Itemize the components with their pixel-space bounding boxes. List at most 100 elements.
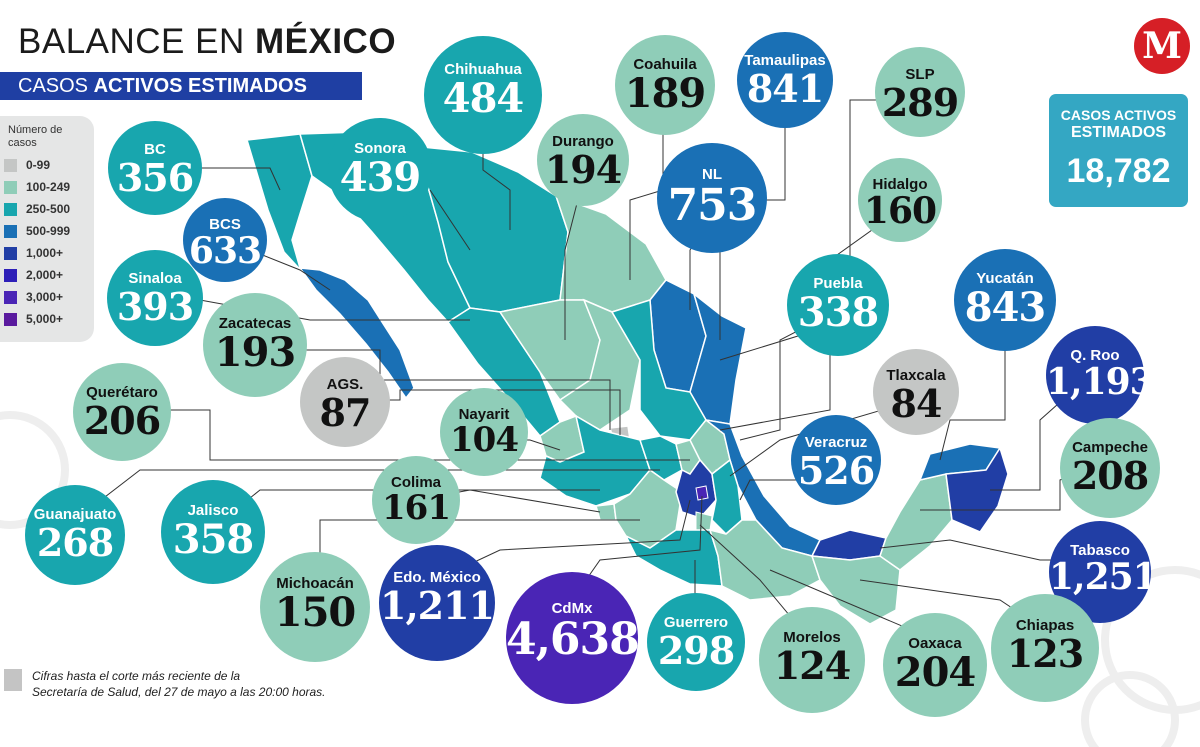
state-value: 268 <box>36 520 114 565</box>
state-bubble: AGS. 87 <box>300 357 390 447</box>
state-name: Durango <box>552 133 614 151</box>
state-value: 439 <box>339 153 422 201</box>
state-value: 1,193 <box>1046 360 1155 403</box>
legend-swatch <box>4 203 17 216</box>
footnote: Cifras hasta el corte más reciente de la… <box>32 668 326 700</box>
total-value: 18,782 <box>1066 152 1171 190</box>
state-name: AGS. <box>326 375 364 393</box>
state-name: Tamaulipas <box>744 52 826 70</box>
state-bubble: Hidalgo 160 <box>858 158 942 242</box>
state-value: 484 <box>442 74 525 122</box>
state-name: Edo. México <box>393 569 481 587</box>
legend-swatch <box>4 269 17 282</box>
state-name: Nayarit <box>458 406 510 424</box>
state-coahuila <box>554 194 667 313</box>
legend-label: 0-99 <box>26 158 51 172</box>
state-name: Tlaxcala <box>886 367 946 385</box>
legend-swatch <box>4 181 17 194</box>
state-value: 356 <box>116 154 194 200</box>
state-name: Hidalgo <box>872 175 928 193</box>
state-bubble: Chiapas 123 <box>991 594 1099 702</box>
legend-item: 2,000+ <box>4 266 92 284</box>
state-bcs <box>298 267 415 400</box>
legend-swatch <box>4 313 17 326</box>
state-name: Coahuila <box>633 56 697 73</box>
legend-item: 0-99 <box>4 156 92 174</box>
state-name: Campeche <box>1072 439 1148 456</box>
state-bubble: Guerrero 298 <box>647 593 745 691</box>
state-bubble: Edo. México 1,211 <box>379 545 495 661</box>
legend-swatch <box>4 225 17 238</box>
state-name: Yucatán <box>976 270 1034 288</box>
state-bubble: Chihuahua 484 <box>424 36 542 154</box>
legend-item: 250-500 <box>4 200 92 218</box>
state-name: BCS <box>209 215 241 233</box>
page-subtitle: CASOS ACTIVOS ESTIMADOS <box>0 72 362 100</box>
state-bubble: Morelos 124 <box>759 607 865 713</box>
state-value: 358 <box>172 515 255 563</box>
legend-label: 500-999 <box>26 224 71 238</box>
legend-label: 3,000+ <box>26 290 64 304</box>
legend-label: 100-249 <box>26 180 71 194</box>
state-value: 194 <box>544 147 622 193</box>
state-name: Sinaloa <box>128 270 182 288</box>
legend-label: 5,000+ <box>26 312 64 326</box>
state-value: 526 <box>797 447 875 493</box>
state-name: Oaxaca <box>908 634 962 652</box>
state-bubble: Puebla 338 <box>787 254 889 356</box>
state-bubble: BCS 633 <box>183 198 267 282</box>
state-name: Querétaro <box>86 383 158 401</box>
legend-swatch <box>4 291 17 304</box>
state-name: Zacatecas <box>218 314 292 332</box>
state-value: 4,638 <box>506 613 640 665</box>
state-bubble: Tamaulipas 841 <box>737 32 833 128</box>
legend-swatch <box>4 159 17 172</box>
state-bubble: Durango 194 <box>537 114 629 206</box>
state-name: SLP <box>905 65 935 83</box>
legend-item: 5,000+ <box>4 310 92 328</box>
state-value: 206 <box>83 397 161 443</box>
state-cdmx <box>695 485 709 501</box>
state-name: Michoacán <box>276 575 354 593</box>
state-bubble: SLP 289 <box>875 47 965 137</box>
state-value: 393 <box>116 284 194 330</box>
legend-title: Número de casos <box>8 124 63 149</box>
legend-label: 2,000+ <box>26 268 64 282</box>
state-value: 298 <box>657 627 735 673</box>
state-name: CdMx <box>551 599 593 617</box>
state-bubble: Tabasco 1,251 <box>1049 521 1158 623</box>
state-name: NL <box>702 166 722 184</box>
legend: Número de casos 0-99 100-249 250-500 500-99… <box>0 116 94 342</box>
state-name: Puebla <box>813 275 863 293</box>
state-bubble: Zacatecas 193 <box>203 293 307 397</box>
state-value: 338 <box>797 289 880 337</box>
state-value: 1,211 <box>380 583 495 629</box>
state-value: 160 <box>863 189 937 232</box>
state-bubble: NL 753 <box>657 143 767 253</box>
state-value: 289 <box>881 79 959 125</box>
state-bubble: BC 356 <box>108 121 202 215</box>
state-value: 208 <box>1071 453 1149 498</box>
state-bubble: Jalisco 358 <box>161 480 265 584</box>
state-value: 633 <box>188 229 262 272</box>
total-active-cases-box: CASOS ACTIVOS ESTIMADOS 18,782 <box>1049 94 1188 207</box>
state-bubble: Oaxaca 204 <box>883 613 987 717</box>
legend-item: 100-249 <box>4 178 92 196</box>
legend-item: 500-999 <box>4 222 92 240</box>
legend-label: 1,000+ <box>26 246 64 260</box>
state-value: 841 <box>746 66 824 112</box>
state-bubble: Tlaxcala 84 <box>873 349 959 435</box>
state-name: Q. Roo <box>1070 346 1120 364</box>
state-campeche <box>879 473 953 571</box>
state-value: 161 <box>382 488 451 529</box>
state-bubble: Colima 161 <box>372 456 460 544</box>
footnote-line2: Secretaría de Salud, del 27 de mayo a la… <box>32 685 326 699</box>
state-value: 104 <box>450 420 519 461</box>
state-value: 204 <box>894 648 977 696</box>
state-bubble: Michoacán 150 <box>260 552 370 662</box>
state-value: 843 <box>964 284 1047 332</box>
state-name: Sonora <box>354 139 406 157</box>
virus-decoration <box>0 411 1200 747</box>
